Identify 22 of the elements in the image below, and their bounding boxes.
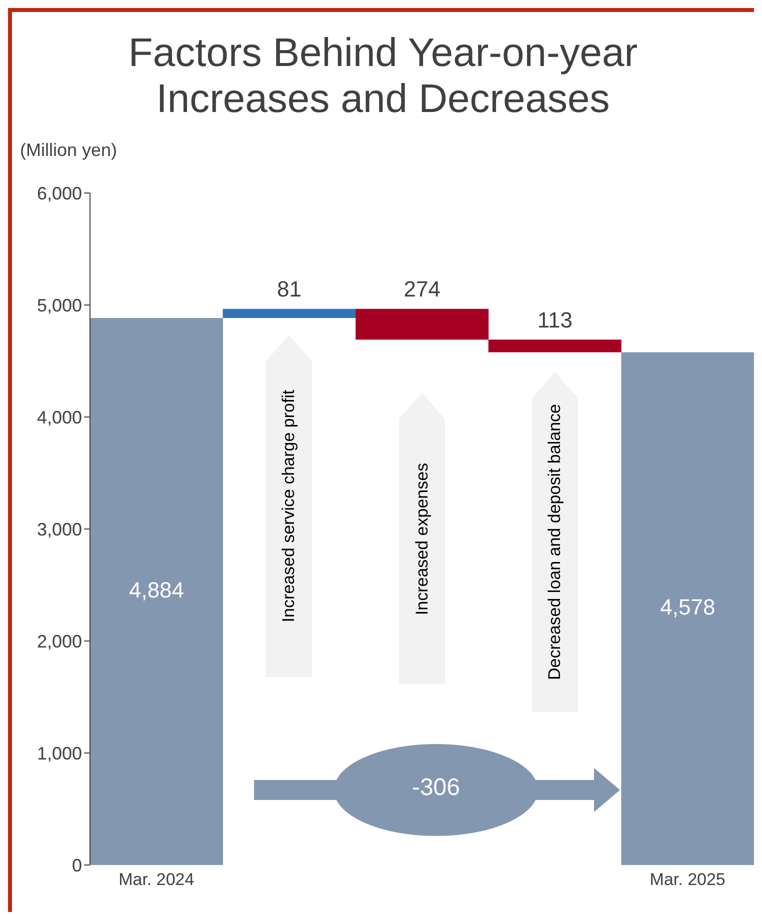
x-tick-label: Mar. 2025 bbox=[650, 870, 726, 890]
y-tick-label: 6,000 bbox=[36, 183, 82, 204]
y-tick-label: 5,000 bbox=[36, 295, 82, 316]
chart-title: Factors Behind Year-on-year Increases and Decreases bbox=[127, 30, 639, 122]
data-label: 4,578 bbox=[660, 594, 716, 620]
y-tick-label: 4,000 bbox=[36, 407, 82, 428]
bar bbox=[90, 318, 223, 865]
y-tick-label: 2,000 bbox=[36, 631, 82, 652]
y-axis-title: (Million yen) bbox=[20, 140, 118, 161]
bar bbox=[488, 340, 622, 352]
x-tick-label: Mar. 2024 bbox=[118, 870, 194, 890]
bar bbox=[621, 352, 754, 865]
y-tick-label: 0 bbox=[72, 855, 82, 876]
annotation: -306 bbox=[410, 774, 462, 802]
y-tick-label: 1,000 bbox=[36, 743, 82, 764]
data-label: 113 bbox=[537, 307, 572, 332]
data-label: 4,884 bbox=[128, 577, 184, 602]
y-tick-label: 3,000 bbox=[36, 519, 82, 540]
bar bbox=[222, 308, 356, 318]
data-label: 81 bbox=[277, 276, 302, 302]
bar bbox=[356, 308, 489, 340]
data-label: 274 bbox=[404, 276, 440, 302]
